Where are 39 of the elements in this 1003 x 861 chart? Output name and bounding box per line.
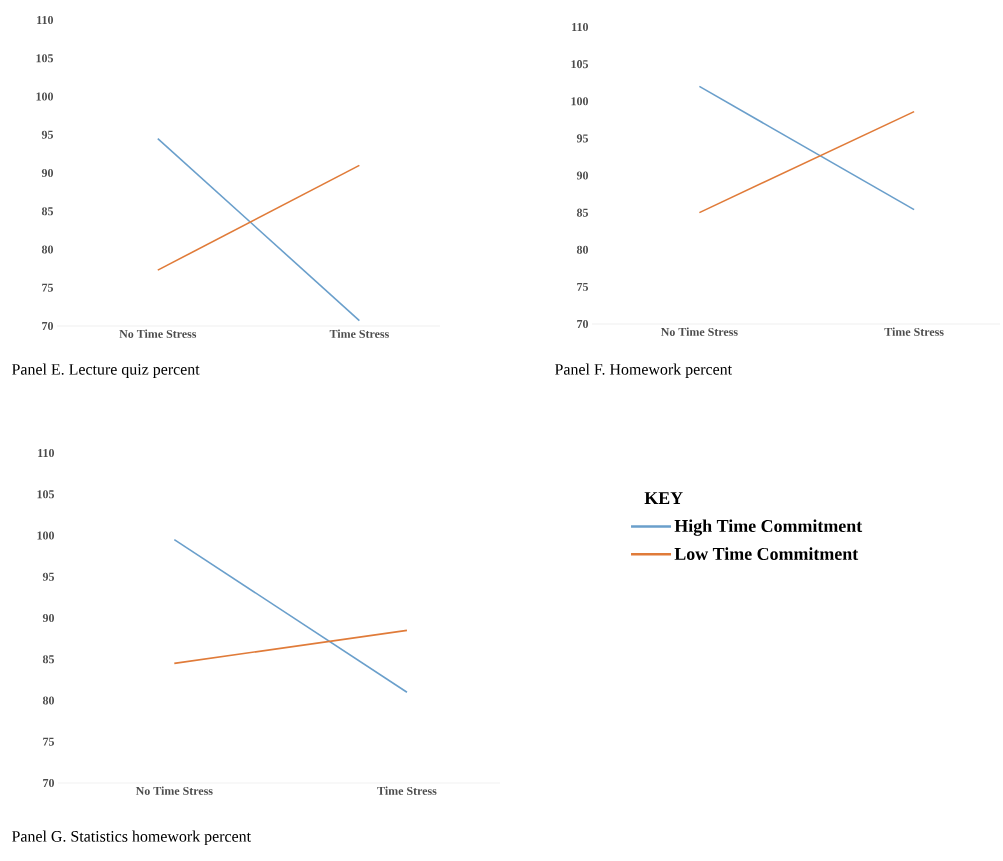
x-tick-label: No Time Stress (135, 786, 213, 795)
y-tick-label: 70 (42, 321, 54, 331)
y-tick-label: 105 (37, 490, 55, 499)
y-tick-label: 100 (36, 92, 54, 101)
y-tick-label: 100 (571, 97, 589, 106)
text: Panel G. Statistics homework percent (11, 830, 251, 845)
y-tick-label: 75 (42, 283, 54, 292)
x-tick-label: No Time Stress (660, 327, 738, 336)
y-tick-label: 100 (37, 531, 55, 540)
text: Panel F. Homework percent (554, 363, 732, 378)
y-tick-label: 95 (41, 130, 54, 139)
x-tick-label: No Time Stress (119, 329, 197, 338)
y-tick-label: 80 (41, 245, 54, 254)
y-tick-label: 105 (36, 54, 54, 63)
x-tick-label: Time Stress (884, 327, 944, 336)
y-tick-label: 110 (572, 22, 589, 32)
y-tick-label: 70 (577, 319, 589, 329)
y-tick-label: 90 (576, 171, 589, 180)
y-tick-label: 80 (576, 245, 589, 254)
y-tick-label: 85 (41, 207, 54, 216)
legend-title: KEY (644, 492, 683, 504)
y-tick-label: 95 (42, 572, 55, 581)
y-tick-label: 95 (576, 134, 589, 143)
y-tick-label: 110 (38, 448, 55, 458)
y-tick-label: 105 (571, 60, 589, 69)
y-tick-label: 75 (43, 737, 55, 746)
y-tick-label: 75 (577, 282, 589, 291)
y-tick-label: 90 (41, 168, 54, 178)
x-tick-label: Time Stress (329, 329, 389, 338)
x-tick-label: Time Stress (377, 786, 437, 795)
y-tick-label: 70 (43, 778, 55, 788)
legend-label: High Time Commitment (674, 519, 863, 536)
y-tick-label: 90 (42, 613, 55, 623)
y-tick-label: 80 (42, 696, 55, 705)
y-tick-label: 85 (42, 655, 55, 664)
legend-label: Low Time Commitment (674, 547, 859, 560)
y-tick-label: 85 (576, 208, 589, 217)
y-tick-label: 110 (37, 15, 54, 25)
text: Panel E. Lecture quiz percent (11, 363, 200, 378)
